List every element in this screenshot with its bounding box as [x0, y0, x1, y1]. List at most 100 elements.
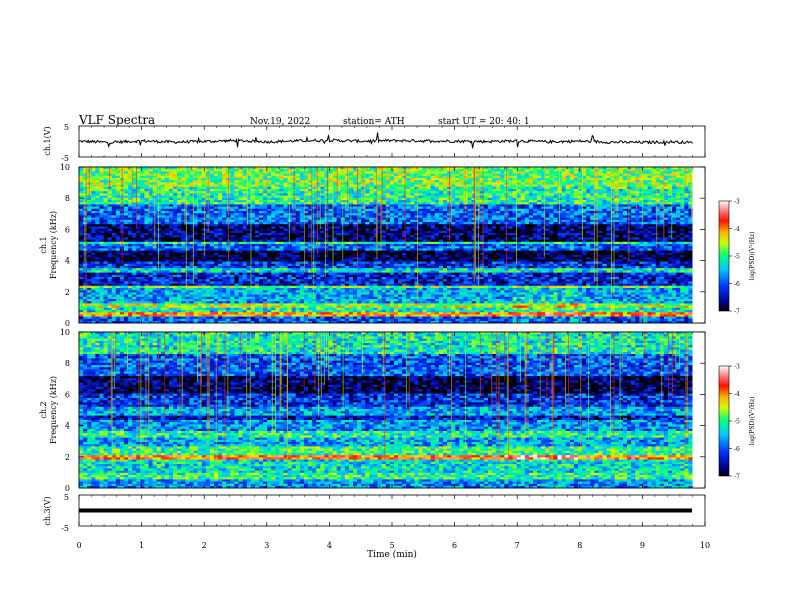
spectrogram-cell [353, 213, 358, 216]
spectrogram-cell [643, 189, 648, 192]
spectrogram-cell [156, 197, 162, 201]
spectrogram-cell [336, 237, 342, 240]
spectrogram-cell [295, 215, 301, 218]
spectrogram-cell [655, 171, 661, 174]
spectrogram-cell [185, 195, 190, 199]
spectrogram-cell [430, 197, 436, 201]
spectrogram-cell [324, 173, 329, 177]
spectrogram-cell [443, 171, 448, 174]
spectrogram-cell [651, 195, 656, 199]
spectrogram-cell [128, 178, 133, 181]
spectrogram-cell [598, 178, 603, 181]
spectrogram-cell [267, 197, 272, 201]
spectrogram-cell [389, 175, 395, 179]
spectrogram-cell [643, 178, 648, 181]
spectrogram-cell [434, 217, 440, 221]
spectrogram-cell [594, 175, 599, 179]
spectrogram-cell [91, 191, 96, 194]
spectrogram-cell [643, 200, 648, 203]
spectrogram-cell [164, 186, 170, 190]
spectrogram-cell [218, 167, 223, 170]
spectrogram-cell [132, 219, 137, 223]
spectrogram-cell [250, 235, 256, 238]
spectrogram-cell [332, 206, 337, 210]
spectrogram-cell [651, 191, 656, 194]
spectrogram-cell [308, 197, 313, 201]
spectrogram-cell [324, 180, 329, 183]
spectrogram-cell [573, 233, 579, 236]
spectrogram-cell [173, 200, 178, 203]
spectrogram-cell [688, 224, 693, 227]
spectrogram-cell [614, 233, 620, 236]
spectrogram-cell [295, 169, 301, 172]
spectrogram-cell [631, 208, 636, 212]
spectrogram-cell [434, 191, 440, 194]
spectrogram-cell [451, 235, 456, 238]
spectrogram-cell [258, 186, 264, 190]
spectrogram-cell [430, 167, 436, 170]
spectrogram-cell [402, 224, 407, 227]
spectrogram-cell [144, 215, 149, 218]
spectrogram-cell [336, 202, 342, 205]
spectrogram-cell [557, 228, 562, 232]
spectrogram-cell [496, 189, 501, 192]
spectrogram-cell [573, 208, 579, 212]
spectrogram-cell [254, 215, 260, 218]
spectrogram-cell [508, 228, 513, 232]
spectrogram-cell [622, 193, 628, 196]
spectrogram-cell [250, 224, 256, 227]
spectrogram-cell [185, 184, 190, 188]
spectrogram-cell [148, 233, 153, 236]
spectrogram-cell [373, 217, 378, 221]
spectrogram-cell [312, 195, 317, 199]
spectrogram-cell [132, 215, 137, 218]
spectrogram-cell [312, 204, 317, 207]
spectrogram-cell [332, 215, 337, 218]
spectrogram-cell [193, 169, 198, 172]
spectrogram-cell [389, 211, 395, 214]
spectrogram-cell [655, 224, 661, 227]
spectrogram-cell [385, 195, 391, 199]
spectrogram-cell [365, 182, 370, 185]
spectrogram-cell [287, 189, 292, 192]
spectrogram-cell [213, 200, 219, 203]
spectrogram-cell [373, 175, 378, 179]
ch1-spectrogram-image [78, 166, 706, 324]
spectrogram-cell [185, 222, 190, 225]
spectrogram-cell [230, 213, 235, 216]
spectrogram-cell [230, 186, 235, 190]
spectrogram-cell [181, 219, 186, 223]
spectrogram-cell [230, 184, 235, 188]
spectrogram-cell [87, 213, 92, 216]
spectrogram-cell [254, 230, 260, 234]
spectrogram-cell [144, 189, 149, 192]
spectrogram-cell [541, 175, 546, 179]
spectrogram-cell [520, 184, 526, 188]
spectrogram-cell [156, 230, 162, 234]
spectrogram-cell [254, 180, 260, 183]
spectrogram-cell [418, 204, 423, 207]
spectrogram-cell [111, 175, 117, 179]
spectrogram-cell [344, 204, 350, 207]
spectrogram-cell [635, 224, 640, 227]
spectrogram-cell [123, 197, 129, 201]
spectrogram-cell [549, 222, 554, 225]
spectrogram-cell [303, 180, 309, 183]
spectrogram-cell [250, 206, 256, 210]
spectrogram-cell [222, 215, 227, 218]
spectrogram-cell [398, 182, 403, 185]
spectrogram-cell [639, 208, 644, 212]
spectrogram-cell [402, 208, 407, 212]
spectrogram-cell [438, 206, 444, 210]
spectrogram-cell [549, 213, 554, 216]
spectrogram-cell [508, 175, 513, 179]
spectrogram-cell [213, 235, 219, 238]
spectrogram-cell [639, 169, 644, 172]
spectrogram-cell [618, 208, 624, 212]
spectrogram-cell [680, 204, 685, 207]
spectrogram-cell [295, 189, 301, 192]
spectrogram-cell [393, 215, 399, 218]
spectrogram-cell [107, 217, 113, 221]
spectrogram-cell [303, 208, 309, 212]
spectrogram-cell [635, 197, 640, 201]
